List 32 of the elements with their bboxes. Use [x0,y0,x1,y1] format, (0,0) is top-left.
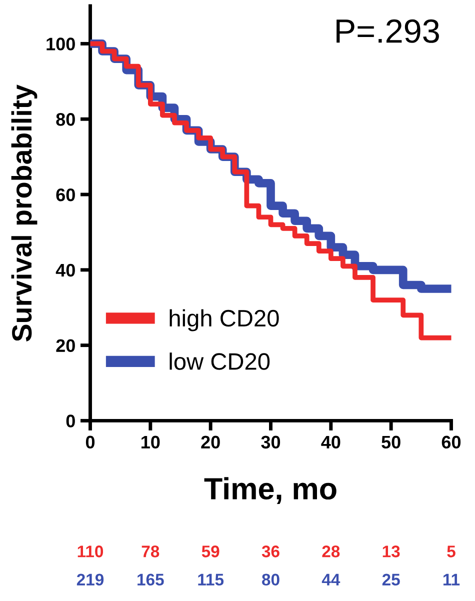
y-axis-title: Survival probability [11,84,38,342]
annotation: P=.293 [336,19,439,43]
text: 36 [262,546,280,558]
text: 28 [322,546,340,558]
text: 5 [447,546,456,558]
x-tick-label: 40 [321,436,340,449]
text: 110 [78,546,104,558]
y-tick-label: 80 [56,113,75,126]
text: 59 [202,546,220,558]
text: 11 [443,574,460,586]
text: 78 [142,546,160,558]
text: 80 [262,574,280,586]
y-tick-label: 40 [56,264,75,277]
text: 165 [138,574,164,586]
legend-label: high CD20 [170,309,279,332]
y-tick-label: 60 [56,188,75,202]
y-tick-label: 0 [66,414,75,428]
x-tick-label: 50 [382,436,400,449]
x-tick-label: 0 [86,436,95,449]
text: 44 [322,574,340,586]
text: 13 [382,546,400,558]
y-tick-label: 100 [46,38,75,50]
x-tick-label: 10 [142,436,160,449]
y-tick-label: 20 [56,339,75,352]
text: 219 [76,574,104,586]
text: 115 [198,574,224,586]
x-tick-label: 60 [442,436,461,449]
x-tick-label: 20 [201,436,220,449]
legend-label: low CD20 [170,352,270,370]
x-axis-title: Time, mo [204,477,336,504]
x-tick-label: 30 [261,436,280,449]
text: 25 [382,574,400,586]
